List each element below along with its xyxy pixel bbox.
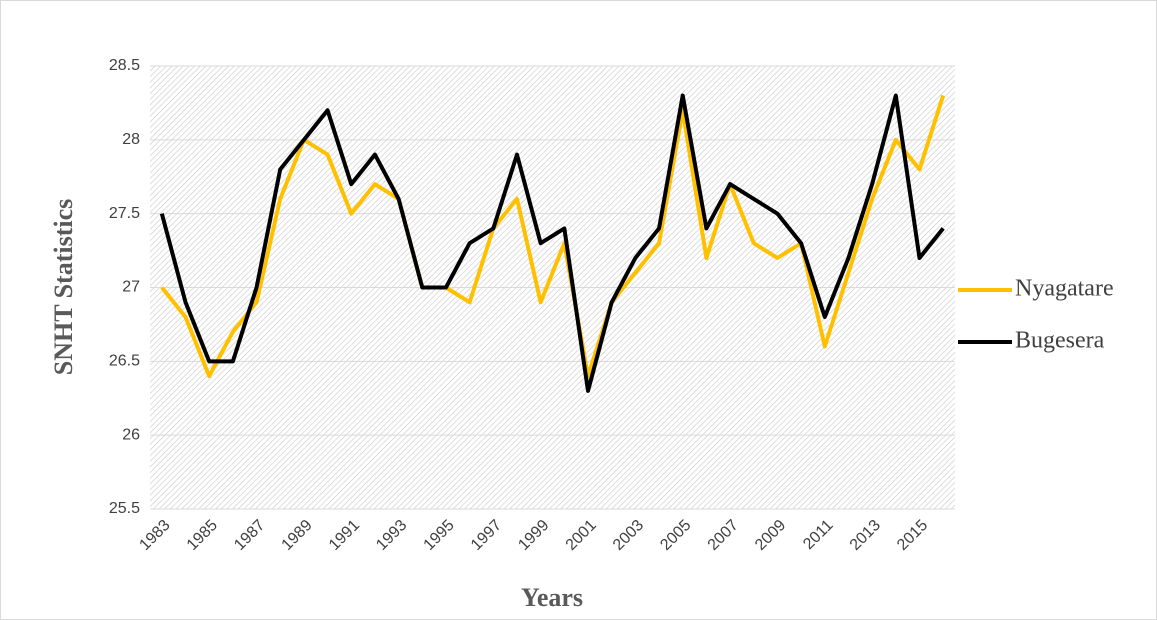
y-tick-label: 25.5	[109, 500, 140, 517]
legend-label: Bugesera	[1015, 328, 1105, 354]
y-tick-label: 28	[122, 131, 140, 148]
data-line	[159, 93, 945, 393]
data-line	[160, 94, 946, 379]
y-axis-title: SNHT Statistics	[49, 199, 78, 376]
y-tick-label: 26	[122, 426, 140, 443]
x-axis-title: Years	[521, 583, 583, 612]
legend-label: Nyagatare	[1015, 276, 1114, 302]
y-tick-label: 28.5	[109, 57, 140, 74]
y-tick-label: 26.5	[109, 353, 140, 370]
y-tick-label: 27	[122, 279, 140, 296]
y-tick-label: 27.5	[109, 205, 140, 222]
